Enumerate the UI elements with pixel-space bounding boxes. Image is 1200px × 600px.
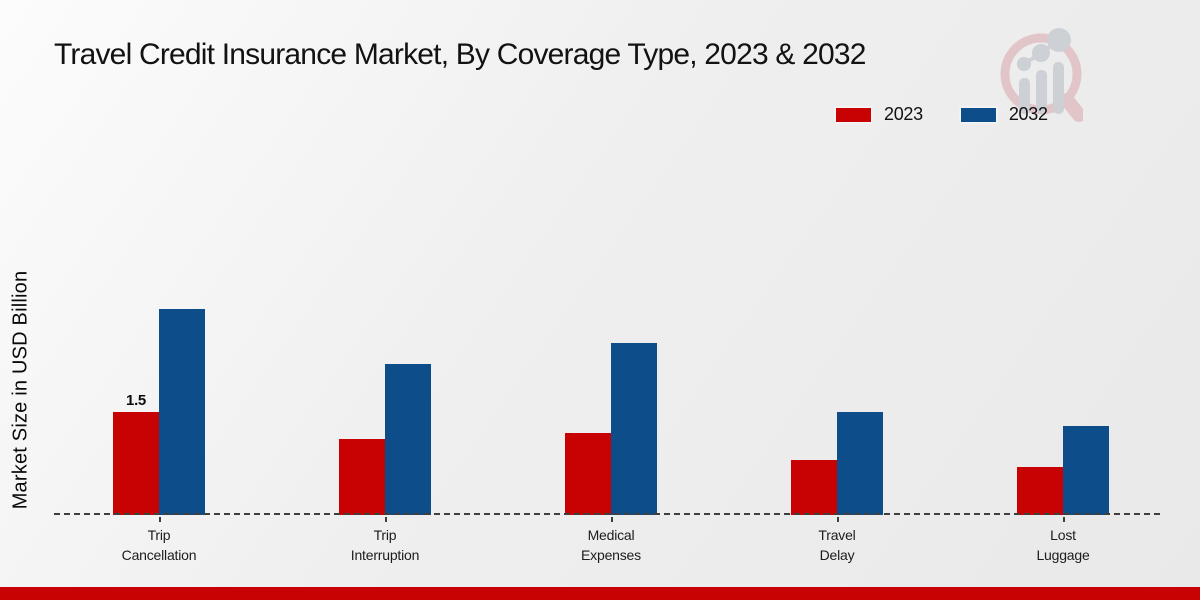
axis-tick (159, 517, 161, 522)
axis-tick (837, 517, 839, 522)
category-label: Trip Cancellation (121, 527, 197, 563)
y-axis-label: Market Size in USD Billion (9, 270, 32, 510)
legend-swatch-2032 (960, 107, 996, 122)
axis-tick (611, 517, 613, 522)
bar-pair (339, 363, 431, 515)
bar-pair (791, 411, 883, 515)
bar-group: Medical Expenses (498, 285, 724, 563)
bar-2023 (791, 460, 837, 515)
category-label: Medical Expenses (581, 527, 641, 563)
plot-area: 1.5 Trip Cancellation Trip Interruption Med… (46, 285, 1176, 563)
bar-2023 (113, 411, 159, 515)
category-label: Lost Luggage (1036, 527, 1090, 563)
axis-tick (1063, 517, 1065, 522)
legend-label-2032: 2032 (1008, 104, 1048, 124)
bar-group: Lost Luggage (950, 285, 1176, 563)
bar-pair (565, 343, 657, 515)
category-label: Trip Interruption (350, 527, 420, 563)
bar-2032 (837, 411, 883, 515)
legend: 2023 2032 (836, 104, 1048, 125)
x-axis-baseline (54, 513, 1160, 515)
bar-2023 (1017, 466, 1063, 515)
legend-item-2023: 2023 (836, 104, 923, 125)
category-label: Travel Delay (818, 527, 856, 563)
bar-group: Travel Delay (724, 285, 950, 563)
magnifier-bar-chart-logo-icon (1000, 28, 1083, 122)
bar-2032 (1063, 425, 1109, 515)
bar-2023 (565, 432, 611, 515)
legend-item-2032: 2032 (960, 104, 1048, 125)
bar-2032 (159, 308, 205, 515)
bar-2032 (385, 363, 431, 515)
bar-2032 (611, 343, 657, 515)
legend-swatch-2023 (836, 107, 871, 122)
bar-pair (1017, 425, 1109, 515)
bar-pair: 1.5 (113, 308, 205, 515)
axis-tick (385, 517, 387, 522)
bar-group: 1.5 Trip Cancellation (46, 285, 272, 563)
chart-title: Travel Credit Insurance Market, By Cover… (54, 38, 866, 71)
bar-value-label: 1.5 (126, 391, 146, 409)
footer-accent-bar (0, 587, 1200, 600)
bar-group: Trip Interruption (272, 285, 498, 563)
legend-label-2023: 2023 (884, 104, 923, 124)
bar-2023 (339, 439, 385, 515)
